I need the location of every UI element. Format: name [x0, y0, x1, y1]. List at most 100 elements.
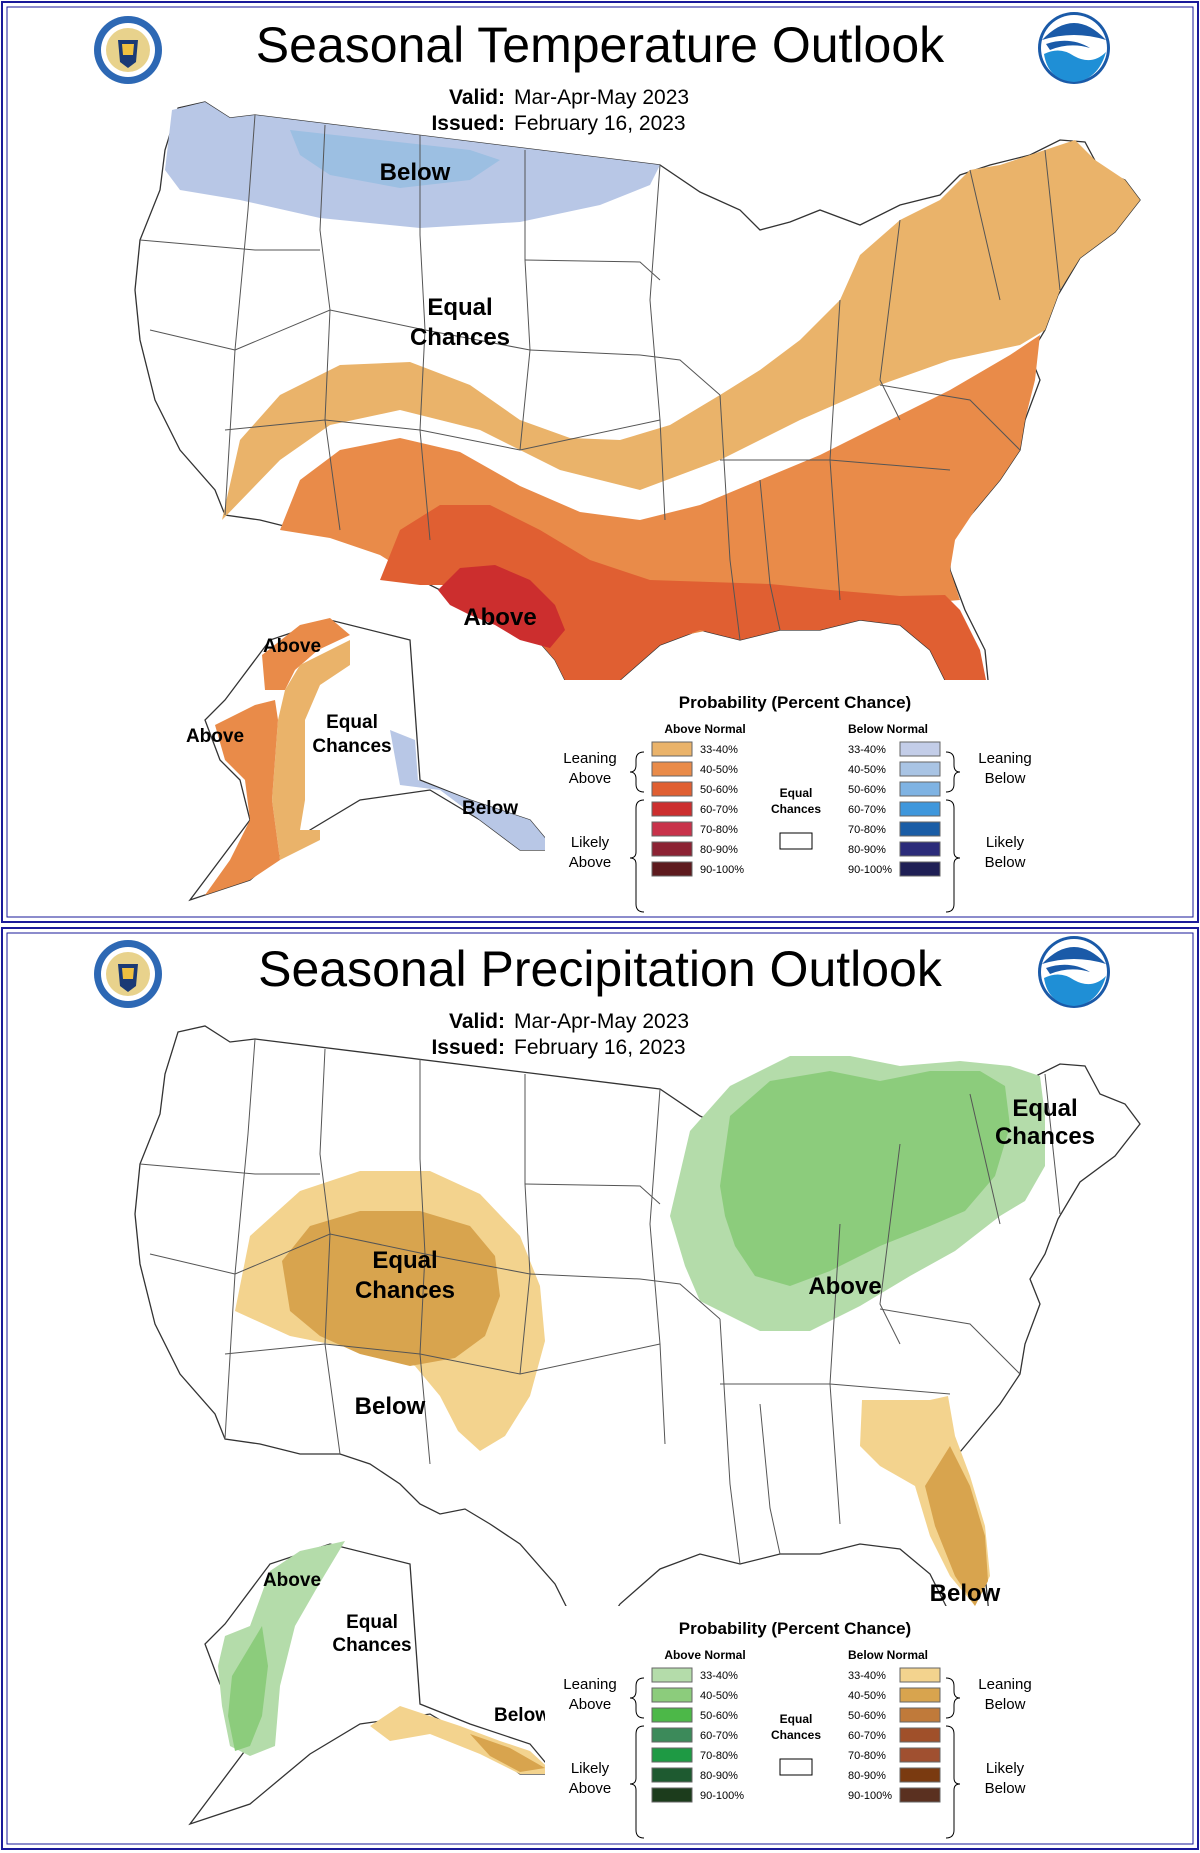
legend-swatch-below: [899, 761, 941, 777]
legend-swatch-below: [899, 801, 941, 817]
legend-range-below: 60-70%: [848, 1730, 886, 1742]
state-boundaries: [139, 1038, 1061, 1565]
valid-label: Valid:: [449, 86, 505, 109]
legend-range-below: 50-60%: [848, 1710, 886, 1722]
svg-text:Above: Above: [569, 1696, 612, 1713]
svg-text:Likely: Likely: [986, 1760, 1025, 1777]
legend-range-above: 60-70%: [700, 804, 738, 816]
ak-label-above-west: Above: [186, 726, 244, 747]
precipitation-outlook-panel: Seasonal Precipitation Outlook Valid: Ma…: [0, 926, 1200, 1853]
legend-swatch-below: [899, 1667, 941, 1683]
legend-range-above: 70-80%: [700, 824, 738, 836]
label-above: Above: [463, 604, 536, 631]
legend-range-above: 80-90%: [700, 844, 738, 856]
legend-swatch-below: [899, 821, 941, 837]
legend-range-below: 90-100%: [848, 864, 892, 876]
legend-swatch-below: [899, 1707, 941, 1723]
above-40-50-region: [720, 1071, 1010, 1286]
map-title: Seasonal Temperature Outlook: [256, 17, 945, 73]
svg-text:Below: Below: [985, 854, 1026, 871]
svg-text:Equal: Equal: [780, 1712, 813, 1726]
commerce-seal-icon: [94, 940, 162, 1008]
svg-text:Leaning: Leaning: [563, 750, 616, 767]
svg-text:Above: Above: [569, 770, 612, 787]
legend-swatch-above: [651, 781, 693, 797]
legend-range-below: 90-100%: [848, 1790, 892, 1802]
legend-range-above: 50-60%: [700, 1710, 738, 1722]
svg-text:Below: Below: [985, 1696, 1026, 1713]
svg-text:Above: Above: [569, 1780, 612, 1797]
svg-text:Likely: Likely: [571, 1760, 610, 1777]
svg-text:Below: Below: [985, 1780, 1026, 1797]
legend-swatch-below: [899, 1747, 941, 1763]
alaska-map: [188, 1541, 557, 1826]
ak-label-above: Above: [263, 1570, 321, 1591]
legend-range-above: 90-100%: [700, 864, 744, 876]
issued-label: Issued:: [431, 1036, 505, 1059]
legend-swatch-below: [899, 1687, 941, 1703]
temperature-legend: Probability (Percent Chance) Above Norma…: [545, 680, 1045, 916]
legend-range-above: 60-70%: [700, 1730, 738, 1742]
legend-range-below: 40-50%: [848, 764, 886, 776]
svg-text:Leaning: Leaning: [978, 1676, 1031, 1693]
label-chances: Chances: [410, 324, 510, 351]
above-50-60-region: [380, 505, 990, 720]
legend-swatch-above: [651, 1747, 693, 1763]
label-above: Above: [808, 1273, 881, 1300]
legend-swatch-above: [651, 741, 693, 757]
svg-text:Probability (Percent Chance): Probability (Percent Chance): [679, 1619, 911, 1638]
legend-swatch-above: [651, 1707, 693, 1723]
ak-label-chances: Chances: [312, 736, 391, 757]
legend-range-above: 50-60%: [700, 784, 738, 796]
label-equal: Equal: [427, 294, 492, 321]
map-title: Seasonal Precipitation Outlook: [258, 941, 943, 997]
legend-range-above: 33-40%: [700, 744, 738, 756]
ak-label-equal: Equal: [326, 712, 378, 733]
noaa-logo-icon: [1038, 936, 1110, 1008]
legend-range-below: 70-80%: [848, 824, 886, 836]
svg-text:Above Normal: Above Normal: [664, 722, 745, 736]
leaning-above-region: [222, 140, 1140, 520]
svg-text:Leaning: Leaning: [978, 750, 1031, 767]
valid-label: Valid:: [449, 1010, 505, 1033]
legend-swatch-above: [651, 761, 693, 777]
ak-label-below: Below: [462, 798, 518, 819]
svg-text:Likely: Likely: [571, 834, 610, 851]
legend-range-above: 40-50%: [700, 764, 738, 776]
label-below-southwest: Below: [355, 1393, 426, 1420]
legend-swatch-below: [899, 841, 941, 857]
below-40-50-region: [282, 1211, 500, 1366]
ak-label-equal: Equal: [346, 1612, 398, 1633]
above-60-70-region: [438, 565, 565, 648]
legend-range-above: 40-50%: [700, 1690, 738, 1702]
label-chances-northeast: Chances: [995, 1123, 1095, 1150]
legend-swatch-above: [651, 1727, 693, 1743]
svg-text:Below: Below: [985, 770, 1026, 787]
precipitation-outlook-map: Seasonal Precipitation Outlook Valid: Ma…: [1, 927, 1199, 1850]
legend-swatch-below: [899, 781, 941, 797]
label-equal-northeast: Equal: [1012, 1095, 1077, 1122]
above-40-50-region: [280, 335, 1040, 710]
legend-range-below: 60-70%: [848, 804, 886, 816]
label-equal-west: Equal: [372, 1247, 437, 1274]
legend-range-below: 80-90%: [848, 1770, 886, 1782]
legend-range-above: 70-80%: [700, 1750, 738, 1762]
legend-swatch-above: [651, 1667, 693, 1683]
svg-text:Below Normal: Below Normal: [848, 722, 928, 736]
legend-range-below: 70-80%: [848, 1750, 886, 1762]
svg-text:Below Normal: Below Normal: [848, 1648, 928, 1662]
label-below-florida: Below: [930, 1580, 1001, 1607]
legend-swatch-above: [651, 861, 693, 877]
svg-text:Equal: Equal: [780, 786, 813, 800]
legend-swatch-above: [651, 1687, 693, 1703]
svg-text:Above Normal: Above Normal: [664, 1648, 745, 1662]
ak-label-above-north: Above: [263, 636, 321, 657]
issued-label: Issued:: [431, 112, 505, 135]
legend-range-below: 80-90%: [848, 844, 886, 856]
issued-value: February 16, 2023: [514, 1036, 686, 1059]
legend-swatch-below: [899, 1727, 941, 1743]
valid-value: Mar-Apr-May 2023: [514, 1010, 689, 1033]
svg-text:Likely: Likely: [986, 834, 1025, 851]
valid-value: Mar-Apr-May 2023: [514, 86, 689, 109]
ak-label-below: Below: [494, 1705, 550, 1726]
